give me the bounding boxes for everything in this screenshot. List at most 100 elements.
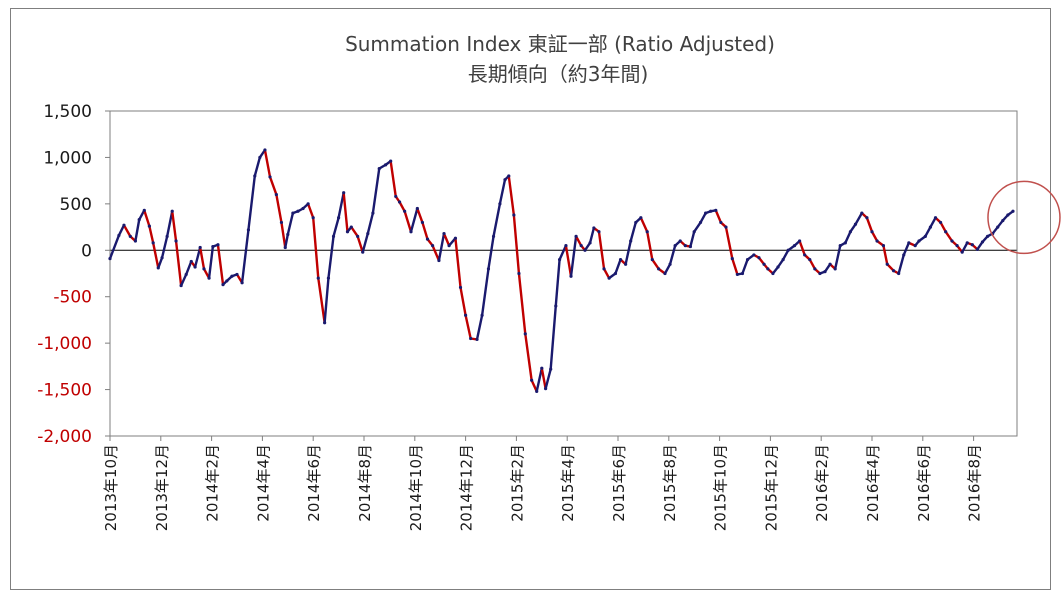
data-point bbox=[464, 313, 468, 317]
data-point bbox=[453, 236, 458, 240]
data-point bbox=[356, 234, 360, 238]
data-point bbox=[469, 336, 473, 341]
y-tick-label: 1,500 bbox=[43, 102, 92, 122]
data-point bbox=[792, 244, 797, 248]
series-segment bbox=[544, 367, 552, 390]
series-segment bbox=[781, 249, 790, 261]
data-point bbox=[928, 225, 933, 229]
series-segment bbox=[902, 241, 911, 257]
data-point bbox=[828, 262, 832, 266]
series-segment bbox=[148, 224, 155, 245]
data-point bbox=[447, 244, 451, 248]
data-point bbox=[345, 230, 350, 234]
data-point bbox=[486, 267, 491, 271]
data-point bbox=[757, 256, 761, 260]
data-point bbox=[437, 258, 441, 263]
data-point bbox=[108, 257, 112, 261]
data-point bbox=[709, 209, 713, 213]
y-tick-label: 500 bbox=[60, 195, 92, 215]
data-point bbox=[624, 262, 628, 266]
data-point bbox=[843, 241, 847, 245]
y-tick-label: -1,000 bbox=[37, 334, 92, 354]
y-tick-label: -2,000 bbox=[37, 427, 92, 447]
series-segment bbox=[268, 175, 278, 196]
series-segment bbox=[459, 286, 467, 317]
data-point bbox=[975, 247, 980, 251]
data-point bbox=[170, 209, 174, 213]
series-segment bbox=[327, 235, 335, 280]
series-segment bbox=[151, 241, 160, 270]
series-segment bbox=[323, 276, 330, 324]
series-segment bbox=[247, 174, 256, 232]
data-point bbox=[965, 241, 969, 245]
data-point bbox=[240, 281, 244, 285]
series-segment bbox=[179, 273, 188, 287]
series-segment bbox=[356, 235, 364, 254]
series-segment bbox=[337, 191, 345, 219]
data-point bbox=[263, 148, 267, 152]
data-point bbox=[583, 248, 587, 252]
series-segment bbox=[275, 193, 283, 224]
data-point bbox=[225, 279, 229, 283]
series-segment bbox=[924, 225, 932, 238]
data-point bbox=[540, 366, 544, 370]
x-tick-label: 2015年8月 bbox=[661, 444, 679, 522]
data-point bbox=[730, 257, 734, 261]
series-segment bbox=[134, 218, 141, 243]
series-segment bbox=[442, 232, 451, 247]
data-point bbox=[985, 234, 990, 238]
data-point bbox=[970, 243, 974, 247]
data-point bbox=[786, 248, 790, 252]
series-segment bbox=[554, 258, 561, 308]
series-segment bbox=[530, 379, 538, 393]
x-tick-label: 2014年2月 bbox=[204, 444, 222, 522]
data-point bbox=[645, 230, 649, 234]
data-point bbox=[950, 239, 954, 243]
series-segment bbox=[558, 244, 568, 261]
series-segment bbox=[361, 232, 370, 254]
data-point bbox=[688, 244, 692, 249]
data-point bbox=[147, 224, 151, 228]
series-segment bbox=[366, 211, 375, 235]
series-segment bbox=[389, 159, 397, 198]
annotations bbox=[987, 180, 1061, 255]
series-segment bbox=[306, 202, 315, 219]
data-point bbox=[458, 285, 463, 290]
data-point bbox=[663, 271, 667, 276]
data-point bbox=[678, 239, 682, 243]
series-segment bbox=[731, 257, 739, 276]
data-point bbox=[771, 271, 775, 276]
series-segment bbox=[498, 178, 507, 206]
data-point bbox=[475, 337, 479, 342]
data-point bbox=[283, 245, 287, 250]
data-point bbox=[944, 230, 948, 234]
data-point bbox=[574, 234, 578, 238]
data-point bbox=[875, 239, 879, 243]
series-segment bbox=[517, 272, 527, 336]
x-tick-label: 2015年2月 bbox=[508, 444, 526, 522]
data-point bbox=[137, 218, 141, 222]
data-point bbox=[371, 211, 375, 215]
series-segment bbox=[492, 202, 502, 238]
data-point bbox=[629, 239, 633, 243]
series-segment bbox=[646, 230, 654, 261]
data-point bbox=[128, 234, 132, 238]
data-point bbox=[762, 262, 766, 266]
data-point bbox=[235, 272, 239, 277]
data-point bbox=[211, 244, 215, 249]
data-point bbox=[216, 243, 220, 247]
series-segment bbox=[944, 230, 954, 243]
data-point bbox=[512, 213, 516, 217]
data-point bbox=[776, 265, 780, 269]
series-segment bbox=[535, 367, 543, 393]
x-tick-label: 2014年10月 bbox=[407, 444, 425, 531]
data-point bbox=[491, 234, 496, 238]
series-segment bbox=[588, 226, 596, 245]
data-point bbox=[683, 244, 687, 248]
series-segment bbox=[371, 167, 381, 215]
data-point bbox=[133, 239, 137, 243]
x-tick-label: 2014年4月 bbox=[254, 444, 272, 522]
y-axis-ticks: 1,500 1,000 500 0 -500 -1,000 -1,500 -2,000 bbox=[37, 102, 110, 447]
x-tick-label: 2014年6月 bbox=[305, 444, 323, 522]
